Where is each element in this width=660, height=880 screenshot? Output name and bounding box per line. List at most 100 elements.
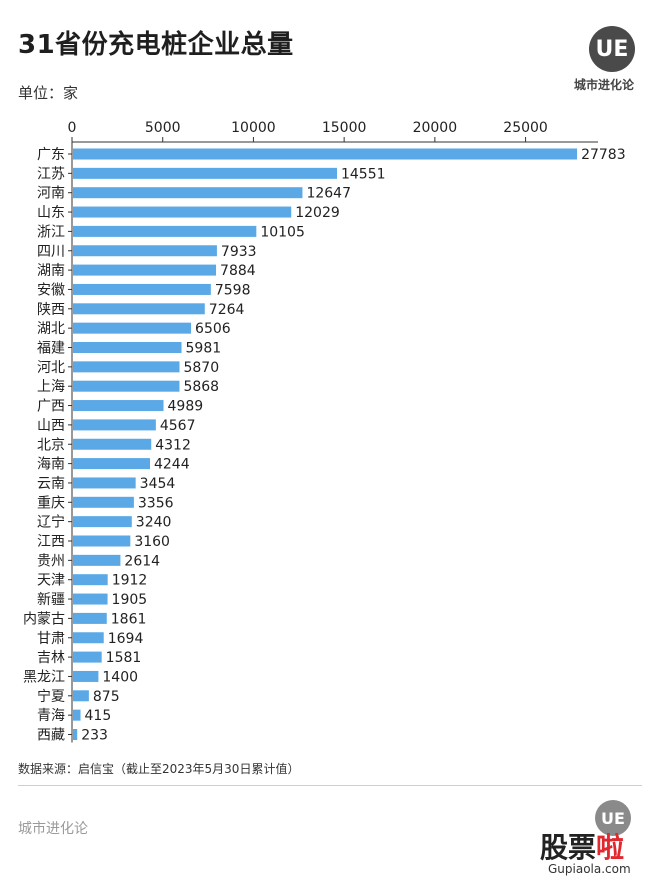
category-label: 陕西 bbox=[37, 302, 65, 318]
value-label: 1400 bbox=[102, 669, 138, 685]
category-label: 四川 bbox=[37, 244, 65, 260]
value-label: 5981 bbox=[186, 341, 222, 357]
bar bbox=[73, 380, 180, 392]
value-label: 4567 bbox=[160, 418, 196, 434]
stamp-url: Gupiaola.com bbox=[548, 862, 631, 876]
x-tick-label: 15000 bbox=[322, 120, 367, 136]
bar bbox=[73, 283, 211, 295]
bar bbox=[73, 632, 104, 644]
bar bbox=[73, 574, 108, 586]
category-label: 湖南 bbox=[37, 263, 65, 279]
value-label: 1694 bbox=[108, 631, 144, 647]
category-label: 福建 bbox=[37, 341, 65, 357]
value-label: 12029 bbox=[295, 205, 340, 221]
footer-ue-logo: UE bbox=[595, 800, 631, 836]
value-label: 3454 bbox=[140, 476, 176, 492]
bar bbox=[73, 419, 156, 431]
category-label: 江苏 bbox=[37, 166, 65, 182]
bar bbox=[73, 554, 121, 566]
category-label: 天津 bbox=[37, 573, 65, 589]
category-label: 江西 bbox=[37, 534, 65, 550]
category-label: 贵州 bbox=[37, 553, 65, 569]
value-label: 14551 bbox=[341, 166, 386, 182]
x-tick-label: 10000 bbox=[231, 120, 276, 136]
value-label: 3160 bbox=[134, 534, 170, 550]
category-label: 北京 bbox=[37, 437, 65, 453]
category-label: 湖北 bbox=[37, 321, 65, 337]
data-source: 数据来源：启信宝（截止至2023年5月30日累计值） bbox=[18, 762, 300, 776]
bar bbox=[73, 303, 205, 315]
bar bbox=[73, 709, 81, 721]
ue-logo: UE bbox=[589, 26, 635, 72]
value-label: 875 bbox=[93, 689, 120, 705]
bar bbox=[73, 225, 257, 237]
value-label: 10105 bbox=[260, 224, 305, 240]
bar bbox=[73, 729, 78, 740]
chart-title: 31省份充电桩企业总量 bbox=[18, 30, 294, 60]
x-tick-label: 5000 bbox=[145, 120, 181, 136]
value-label: 3240 bbox=[136, 515, 172, 531]
bar bbox=[73, 496, 134, 508]
bar bbox=[73, 342, 182, 353]
value-label: 5870 bbox=[183, 360, 219, 376]
value-label: 2614 bbox=[124, 553, 160, 569]
bar bbox=[73, 670, 99, 682]
category-label: 山西 bbox=[37, 418, 65, 434]
value-label: 1861 bbox=[111, 611, 147, 627]
category-label: 吉林 bbox=[37, 650, 65, 666]
category-label: 山东 bbox=[37, 205, 65, 221]
category-label: 内蒙古 bbox=[23, 611, 65, 627]
category-label: 广东 bbox=[37, 147, 65, 163]
value-label: 4244 bbox=[154, 457, 190, 473]
bar bbox=[73, 361, 180, 373]
x-tick-label: 0 bbox=[68, 120, 77, 136]
category-label: 云南 bbox=[37, 476, 65, 492]
value-label: 5868 bbox=[183, 379, 219, 395]
bar bbox=[73, 690, 89, 702]
bar bbox=[73, 438, 152, 450]
value-label: 4312 bbox=[155, 437, 191, 453]
stamp-accent: 啦 bbox=[596, 831, 625, 864]
value-label: 12647 bbox=[306, 186, 351, 202]
value-label: 1905 bbox=[112, 592, 148, 608]
category-label: 甘肃 bbox=[37, 631, 65, 647]
value-label: 4989 bbox=[168, 399, 204, 415]
category-label: 重庆 bbox=[37, 495, 65, 511]
value-label: 7598 bbox=[215, 282, 251, 298]
bar bbox=[73, 187, 303, 199]
category-label: 安徽 bbox=[37, 282, 65, 298]
x-tick-label: 20000 bbox=[413, 120, 458, 136]
bar bbox=[73, 516, 132, 528]
value-label: 233 bbox=[81, 728, 108, 744]
category-label: 河南 bbox=[37, 186, 65, 202]
bar bbox=[73, 322, 192, 334]
value-label: 7933 bbox=[221, 244, 257, 260]
gupiaola-watermark: 股票啦 bbox=[540, 826, 624, 866]
unit-label: 单位：家 bbox=[18, 84, 79, 102]
value-label: 7264 bbox=[209, 302, 245, 318]
bar bbox=[73, 400, 164, 412]
bar bbox=[73, 206, 292, 218]
bar bbox=[73, 264, 217, 276]
category-label: 辽宁 bbox=[37, 514, 65, 531]
category-label: 广西 bbox=[37, 399, 65, 415]
category-label: 海南 bbox=[37, 457, 65, 473]
value-label: 415 bbox=[85, 708, 112, 724]
bar bbox=[73, 612, 107, 624]
value-label: 1581 bbox=[106, 650, 142, 666]
bar bbox=[73, 458, 150, 470]
stamp-main: 股票 bbox=[540, 831, 597, 864]
bar bbox=[73, 477, 136, 489]
category-label: 黑龙江 bbox=[23, 669, 65, 685]
category-label: 浙江 bbox=[37, 224, 65, 240]
category-label: 上海 bbox=[37, 379, 65, 395]
value-label: 3356 bbox=[138, 495, 174, 511]
bar bbox=[73, 593, 108, 605]
divider bbox=[18, 785, 642, 786]
category-label: 宁夏 bbox=[37, 688, 65, 705]
category-label: 新疆 bbox=[37, 592, 65, 608]
bar bbox=[73, 167, 337, 179]
category-label: 青海 bbox=[37, 708, 65, 724]
brand-label: 城市进化论 bbox=[18, 821, 88, 837]
value-label: 6506 bbox=[195, 321, 231, 337]
